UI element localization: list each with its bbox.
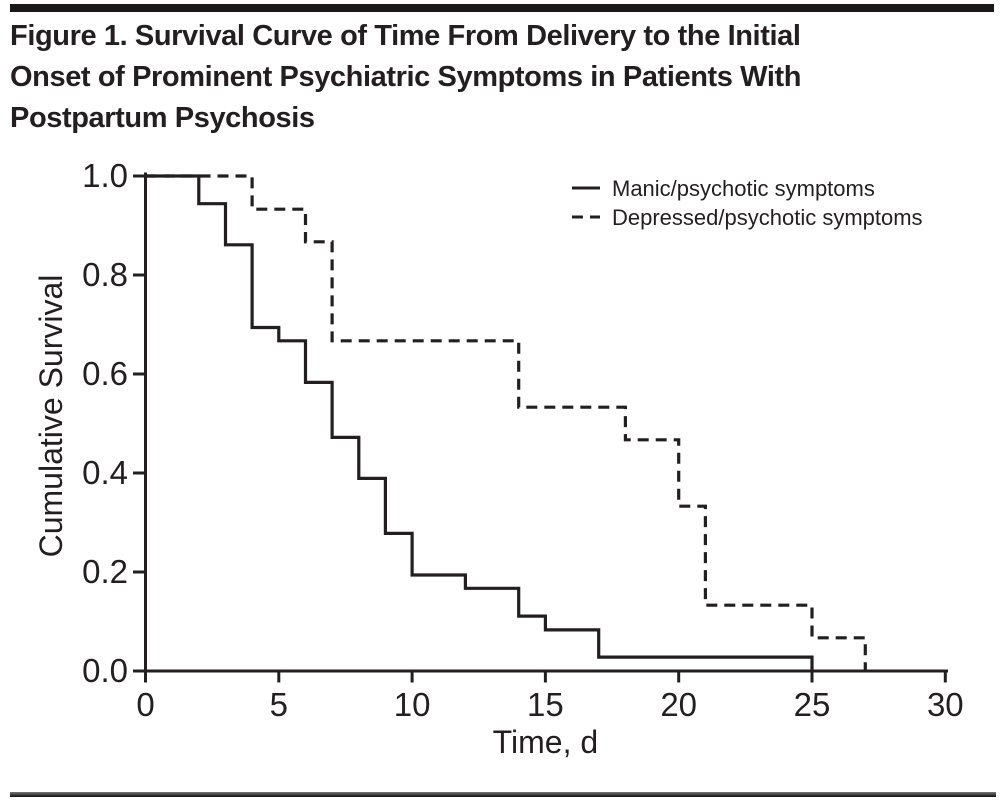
figure-title-line-1: Figure 1. Survival Curve of Time From De… <box>10 20 801 52</box>
y-axis-title: Cumulative Survival <box>33 275 69 558</box>
x-tick-label: 15 <box>527 686 564 723</box>
figure-title-line-3: Postpartum Psychosis <box>10 102 315 134</box>
x-tick-label: 10 <box>394 686 431 723</box>
y-tick-label: 1.0 <box>82 157 128 194</box>
x-tick-label: 20 <box>660 686 697 723</box>
manic-psychotic-curve <box>145 174 814 671</box>
x-axis-title: Time, d <box>493 724 599 760</box>
legend-label: Depressed/psychotic symptoms <box>612 205 923 230</box>
y-tick-label: 0.8 <box>82 256 128 293</box>
figure-title-line-2: Onset of Prominent Psychiatric Symptoms … <box>10 61 802 93</box>
depressed-psychotic-curve <box>145 174 867 671</box>
x-tick-label: 5 <box>270 686 288 723</box>
y-tick-label: 0.2 <box>82 553 128 590</box>
x-tick-label: 30 <box>927 686 964 723</box>
bottom-rule <box>10 792 996 797</box>
legend-label: Manic/psychotic symptoms <box>612 176 875 201</box>
y-tick-label: 0.4 <box>82 454 128 491</box>
y-tick-label: 0.6 <box>82 355 128 392</box>
figure-title: Figure 1. Survival Curve of Time From De… <box>10 16 802 139</box>
x-tick-label: 25 <box>794 686 831 723</box>
y-tick-label: 0.0 <box>82 652 128 689</box>
top-rule <box>10 4 994 12</box>
x-tick-label: 0 <box>136 686 154 723</box>
